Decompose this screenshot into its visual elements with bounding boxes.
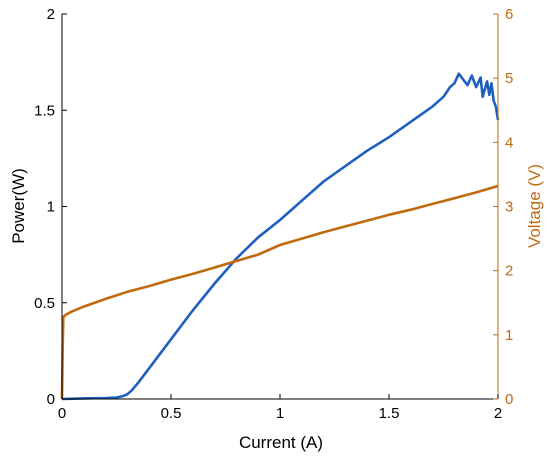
- x-tick-label: 2: [494, 405, 502, 422]
- y-right-tick-label: 4: [505, 134, 513, 151]
- x-tick-label: 1: [276, 405, 284, 422]
- x-axis-title: Current (A): [239, 433, 323, 452]
- y-left-tick-label: 0: [47, 391, 55, 408]
- y-right-axis-title: Voltage (V): [525, 164, 544, 248]
- x-tick-label: 0.5: [161, 405, 182, 422]
- power-series-line: [61, 72, 500, 401]
- y-right-tick-label: 5: [505, 70, 513, 87]
- x-tick-label: 1.5: [379, 405, 400, 422]
- y-left-tick-label: 0.5: [34, 295, 55, 312]
- y-right-tick-label: 6: [505, 6, 513, 23]
- y-left-tick-label: 1.5: [34, 102, 55, 119]
- y-right-tick-label: 0: [505, 391, 513, 408]
- x-tick-label: 0: [58, 405, 66, 422]
- y-left-tick-label: 1: [47, 199, 55, 216]
- y-left-tick-label: 2: [47, 6, 55, 23]
- y-right-tick-label: 1: [505, 327, 513, 344]
- y-right-tick-label: 2: [505, 263, 513, 280]
- plot-area: [60, 72, 500, 401]
- y-left-axis-title: Power(W): [9, 168, 28, 244]
- y-right-tick-label: 3: [505, 199, 513, 216]
- voltage-series-line: [60, 184, 499, 400]
